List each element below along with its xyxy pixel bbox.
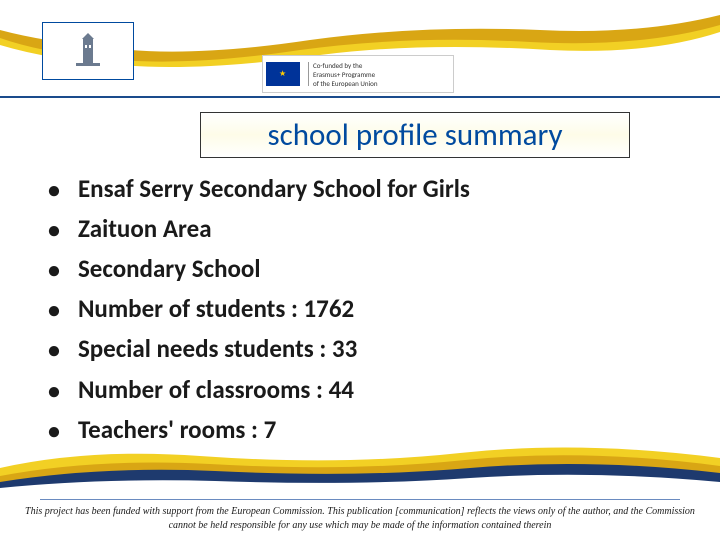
- list-item-text: Zaituon Area: [78, 212, 212, 247]
- footer-swoosh: [0, 428, 720, 498]
- eu-text-2: Erasmus+ Programme: [313, 70, 378, 79]
- bullet-icon: •: [48, 214, 60, 247]
- list-item: • Number of students : 1762: [48, 292, 668, 327]
- header-underline: [0, 96, 720, 98]
- eu-text-3: of the European Union: [313, 79, 378, 88]
- bullet-icon: •: [48, 375, 60, 408]
- page-title: school profile summary: [200, 112, 630, 158]
- list-item: • Zaituon Area: [48, 212, 668, 247]
- list-item: • Ensaf Serry Secondary School for Girls: [48, 172, 668, 207]
- list-item-text: Secondary School: [78, 252, 261, 287]
- list-item: • Special needs students : 33: [48, 332, 668, 367]
- eu-flag-icon: [266, 62, 300, 86]
- list-item-text: Special needs students : 33: [78, 332, 357, 367]
- list-item: • Number of classrooms : 44: [48, 373, 668, 408]
- eu-funding-badge: Co-funded by the Erasmus+ Programme of t…: [262, 55, 454, 93]
- bullet-icon: •: [48, 334, 60, 367]
- list-item-text: Number of classrooms : 44: [78, 373, 354, 408]
- divider: [308, 62, 309, 86]
- bullet-icon: •: [48, 174, 60, 207]
- bullet-list: •Ensaf Serry Secondary School for Girls …: [48, 172, 668, 453]
- eu-text-1: Co-funded by the: [313, 61, 378, 70]
- university-logo: [42, 22, 134, 80]
- list-item-text: Number of students : 1762: [78, 292, 354, 327]
- bullet-icon: •: [48, 294, 60, 327]
- bullet-icon: •: [48, 254, 60, 287]
- tower-icon: [68, 31, 108, 71]
- list-item-text: Ensaf Serry Secondary School for Girls: [78, 172, 470, 207]
- disclaimer-text: This project has been funded with suppor…: [0, 505, 720, 532]
- footer-underline: [40, 499, 680, 500]
- eu-funding-text: Co-funded by the Erasmus+ Programme of t…: [313, 61, 378, 88]
- slide-header: Co-funded by the Erasmus+ Programme of t…: [0, 0, 720, 98]
- list-item: • Secondary School: [48, 252, 668, 287]
